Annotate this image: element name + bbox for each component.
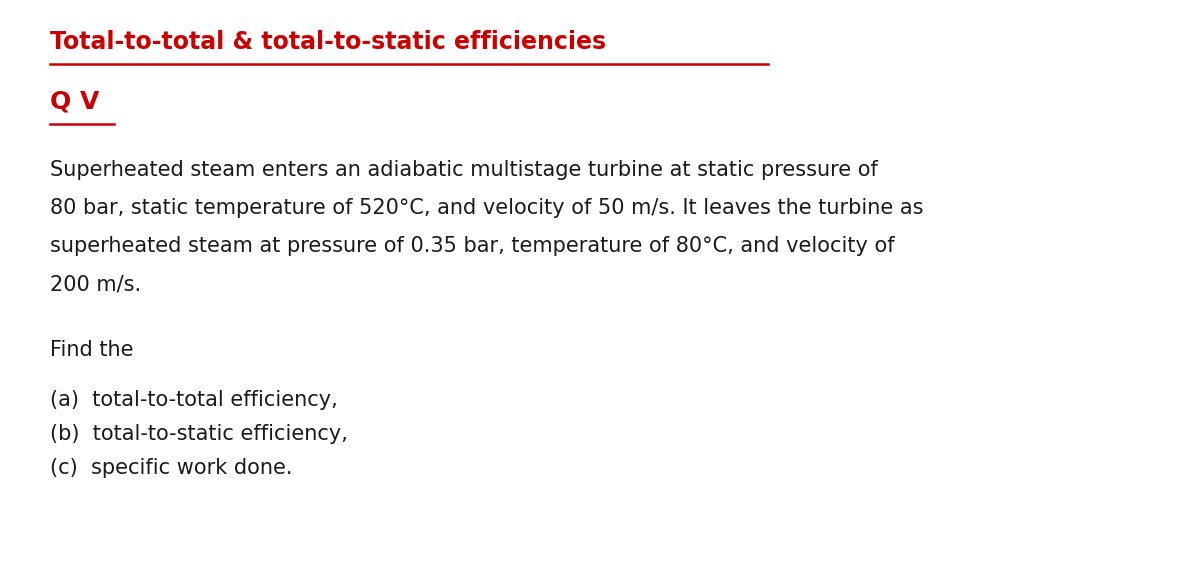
Text: 200 m/s.: 200 m/s. <box>50 274 142 294</box>
Text: superheated steam at pressure of 0.35 bar, temperature of 80°C, and velocity of: superheated steam at pressure of 0.35 ba… <box>50 236 895 256</box>
Text: Q V: Q V <box>50 90 100 114</box>
Text: (a)  total-to-total efficiency,: (a) total-to-total efficiency, <box>50 390 337 410</box>
Text: Total-to-total & total-to-static efficiencies: Total-to-total & total-to-static efficie… <box>50 30 606 54</box>
Text: (c)  specific work done.: (c) specific work done. <box>50 458 293 478</box>
Text: 80 bar, static temperature of 520°C, and velocity of 50 m/s. It leaves the turbi: 80 bar, static temperature of 520°C, and… <box>50 198 924 218</box>
Text: Superheated steam enters an adiabatic multistage turbine at static pressure of: Superheated steam enters an adiabatic mu… <box>50 160 878 180</box>
Text: (b)  total-to-static efficiency,: (b) total-to-static efficiency, <box>50 424 348 444</box>
Text: Find the: Find the <box>50 340 133 360</box>
